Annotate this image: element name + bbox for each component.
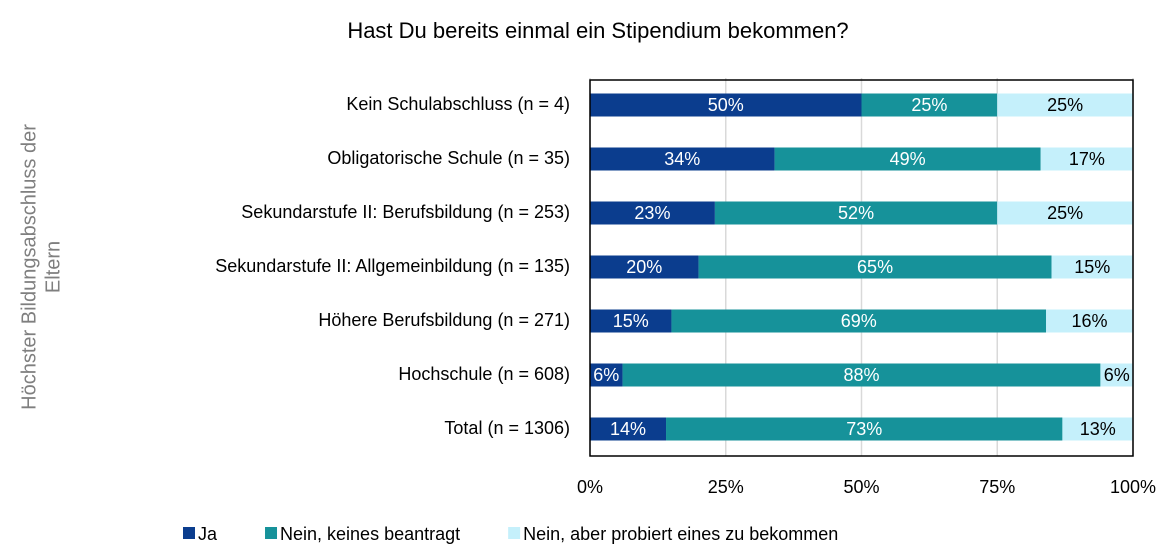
data-label: 23% — [634, 203, 670, 223]
data-label: 6% — [593, 365, 619, 385]
bar-segment — [590, 363, 623, 387]
y-tick-label: Hochschule (n = 608) — [398, 364, 570, 384]
data-label: 69% — [841, 311, 877, 331]
chart-title: Hast Du bereits einmal ein Stipendium be… — [347, 18, 848, 43]
bar-segment — [590, 147, 775, 171]
bar-segment — [1040, 147, 1133, 171]
bar-segment — [861, 93, 998, 117]
bar-segment — [671, 309, 1047, 333]
data-label: 25% — [911, 95, 947, 115]
data-label: 50% — [708, 95, 744, 115]
data-label: 34% — [664, 149, 700, 169]
legend-label: Ja — [198, 524, 218, 544]
y-tick-label: Sekundarstufe II: Allgemeinbildung (n = … — [215, 256, 570, 276]
legend-swatch — [183, 527, 195, 539]
bar-segment — [590, 417, 667, 441]
bar-segment — [698, 255, 1052, 279]
bar-segment — [997, 201, 1133, 225]
bar-segment — [590, 93, 862, 117]
bar-segment — [666, 417, 1063, 441]
x-tick-label: 100% — [1110, 477, 1156, 497]
data-label: 16% — [1072, 311, 1108, 331]
y-tick-label: Sekundarstufe II: Berufsbildung (n = 253… — [241, 202, 570, 222]
y-tick-label: Kein Schulabschluss (n = 4) — [346, 94, 570, 114]
y-axis-title-line: Höchster Bildungsabschluss der — [18, 124, 40, 410]
bar-segment — [714, 201, 998, 225]
legend-label: Nein, keines beantragt — [280, 524, 460, 544]
legend-label: Nein, aber probiert eines zu bekommen — [523, 524, 838, 544]
data-label: 88% — [843, 365, 879, 385]
bar-segment — [622, 363, 1101, 387]
data-label: 15% — [1074, 257, 1110, 277]
plot-border — [589, 79, 1134, 457]
y-axis-title: Höchster Bildungsabschluss der Eltern — [18, 124, 64, 410]
bar-segment — [997, 93, 1133, 117]
legend-swatch — [508, 527, 521, 539]
x-tick-label: 25% — [708, 477, 744, 497]
x-tick-label: 75% — [979, 477, 1015, 497]
bar-segment — [590, 309, 672, 333]
data-label: 20% — [626, 257, 662, 277]
bar-segment — [1046, 309, 1133, 333]
data-label: 65% — [857, 257, 893, 277]
y-tick-label: Total (n = 1306) — [444, 418, 570, 438]
data-label: 73% — [846, 419, 882, 439]
data-label: 17% — [1069, 149, 1105, 169]
data-label: 52% — [838, 203, 874, 223]
data-label: 25% — [1047, 203, 1083, 223]
x-tick-label: 50% — [843, 477, 879, 497]
x-tick-label: 0% — [577, 477, 603, 497]
data-label: 6% — [1104, 365, 1130, 385]
y-tick-label: Höhere Berufsbildung (n = 271) — [318, 310, 570, 330]
y-tick-label: Obligatorische Schule (n = 35) — [327, 148, 570, 168]
bar-segment — [590, 255, 699, 279]
data-label: 49% — [890, 149, 926, 169]
data-label: 13% — [1080, 419, 1116, 439]
bar-segment — [590, 201, 715, 225]
data-label: 25% — [1047, 95, 1083, 115]
bar-segment — [1100, 363, 1133, 387]
data-label: 15% — [613, 311, 649, 331]
legend-swatch — [265, 527, 278, 539]
bar-segment — [774, 147, 1041, 171]
bar-segment — [1051, 255, 1133, 279]
y-axis-title-line: Eltern — [42, 241, 64, 293]
bar-segment — [1062, 417, 1133, 441]
data-label: 14% — [610, 419, 646, 439]
